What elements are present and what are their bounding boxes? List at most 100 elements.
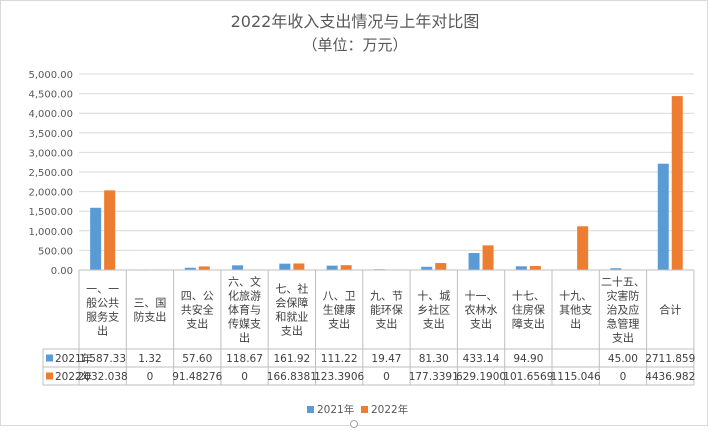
table-cell-0-9: 94.90 <box>513 353 543 365</box>
svg-text:出: 出 <box>239 331 250 345</box>
svg-text:生健康: 生健康 <box>323 303 356 317</box>
bar-2022年-12 <box>671 96 683 270</box>
y-tick-label: 0.00 <box>51 266 73 277</box>
svg-text:八、卫: 八、卫 <box>323 290 356 303</box>
svg-text:急管理: 急管理 <box>606 317 639 331</box>
table-cell-1-4: 166.8381 <box>267 371 317 383</box>
svg-text:乡社区: 乡社区 <box>417 303 450 317</box>
table-cell-0-1: 1.32 <box>138 353 161 365</box>
svg-text:二十五、: 二十五、 <box>601 275 645 289</box>
svg-text:共安全: 共安全 <box>181 303 214 317</box>
table-cell-1-8: 629.1900 <box>456 371 506 383</box>
table-cell-0-7: 81.30 <box>419 353 449 365</box>
table-cell-1-11: 0 <box>620 371 627 383</box>
y-tick-label: 2,000.00 <box>28 188 73 199</box>
table-legend-key-0 <box>46 354 53 362</box>
svg-text:支出: 支出 <box>281 324 303 338</box>
table-cell-0-2: 57.60 <box>182 353 212 365</box>
table-cell-1-5: 123.3906 <box>314 371 364 383</box>
bar-2021年-5 <box>326 265 338 270</box>
y-tick-label: 3,000.00 <box>28 148 73 159</box>
svg-text:一、一: 一、一 <box>86 283 119 296</box>
svg-text:和就业: 和就业 <box>275 310 308 324</box>
table-series-name-1: 2022年 <box>55 370 92 383</box>
svg-text:十七、: 十七、 <box>512 289 545 303</box>
table-cell-1-12: 4436.982 <box>645 371 695 383</box>
svg-text:支出: 支出 <box>186 317 208 331</box>
y-tick-label: 500.00 <box>38 246 73 257</box>
svg-text:十、城: 十、城 <box>417 289 450 303</box>
bar-2021年-9 <box>515 266 527 270</box>
bar-2021年-12 <box>657 163 669 270</box>
table-cell-1-1: 0 <box>147 371 154 383</box>
svg-text:四、公: 四、公 <box>181 290 214 303</box>
bar-2021年-2 <box>184 267 196 270</box>
bar-2022年-4 <box>293 263 305 270</box>
bar-2021年-3 <box>232 265 244 270</box>
svg-text:合计: 合计 <box>659 303 681 317</box>
svg-text:支出: 支出 <box>375 317 397 331</box>
legend-label-0: 2021年 <box>317 403 354 416</box>
table-cell-0-3: 118.67 <box>226 353 263 365</box>
table-legend-key-1 <box>46 372 53 380</box>
y-tick-label: 3,500.00 <box>28 129 73 140</box>
table-cell-1-3: 0 <box>241 371 248 383</box>
table-cell-0-8: 433.14 <box>463 353 500 365</box>
y-tick-label: 2,500.00 <box>28 168 73 179</box>
svg-text:体育与: 体育与 <box>228 303 261 317</box>
table-cell-1-9: 101.6569 <box>503 371 553 383</box>
legend-key-0 <box>307 406 314 413</box>
table-cell-0-11: 45.00 <box>608 353 638 365</box>
svg-text:传媒支: 传媒支 <box>228 318 261 331</box>
svg-text:服务支: 服务支 <box>86 311 119 324</box>
svg-text:农林水: 农林水 <box>465 303 498 317</box>
svg-text:会保障: 会保障 <box>275 296 308 310</box>
svg-text:般公共: 般公共 <box>86 297 119 310</box>
table-series-name-0: 2021年 <box>55 352 92 365</box>
bar-2022年-2 <box>198 266 210 270</box>
svg-text:支出: 支出 <box>328 317 350 331</box>
chart-title: 2022年收入支出情况与上年对比图 <box>231 12 480 31</box>
svg-text:治及应: 治及应 <box>606 303 639 317</box>
svg-text:七、社: 七、社 <box>275 282 308 296</box>
y-tick-label: 1,500.00 <box>28 207 73 218</box>
svg-text:支出: 支出 <box>612 331 634 345</box>
svg-text:出: 出 <box>97 324 108 338</box>
resize-handle-bottom[interactable] <box>350 420 358 428</box>
bar-2021年-7 <box>421 266 433 270</box>
svg-text:支出: 支出 <box>470 317 492 331</box>
legend-label-1: 2022年 <box>371 403 408 416</box>
bar-2022年-9 <box>529 266 541 270</box>
bar-2021年-11 <box>610 268 622 270</box>
table-cell-0-4: 161.92 <box>273 353 310 365</box>
bar-2022年-5 <box>340 265 352 270</box>
svg-text:其他支: 其他支 <box>559 304 592 317</box>
bar-2022年-8 <box>482 245 494 270</box>
svg-text:三、国: 三、国 <box>133 297 166 310</box>
bar-2021年-8 <box>468 253 480 270</box>
table-cell-1-6: 0 <box>383 371 390 383</box>
legend-key-1 <box>361 406 368 413</box>
table-cell-0-5: 111.22 <box>321 353 358 365</box>
svg-text:六、文: 六、文 <box>228 275 261 289</box>
svg-text:九、节: 九、节 <box>370 290 403 303</box>
svg-text:能环保: 能环保 <box>370 303 403 317</box>
svg-text:防支出: 防支出 <box>133 310 166 324</box>
table-cell-0-6: 19.47 <box>371 353 401 365</box>
category-label-12: 合计 <box>659 303 681 317</box>
svg-text:支出: 支出 <box>423 317 445 331</box>
svg-text:出: 出 <box>570 317 581 331</box>
table-cell-1-0: 2032.038 <box>78 371 128 383</box>
table-cell-0-0: 1,587.33 <box>79 353 126 365</box>
